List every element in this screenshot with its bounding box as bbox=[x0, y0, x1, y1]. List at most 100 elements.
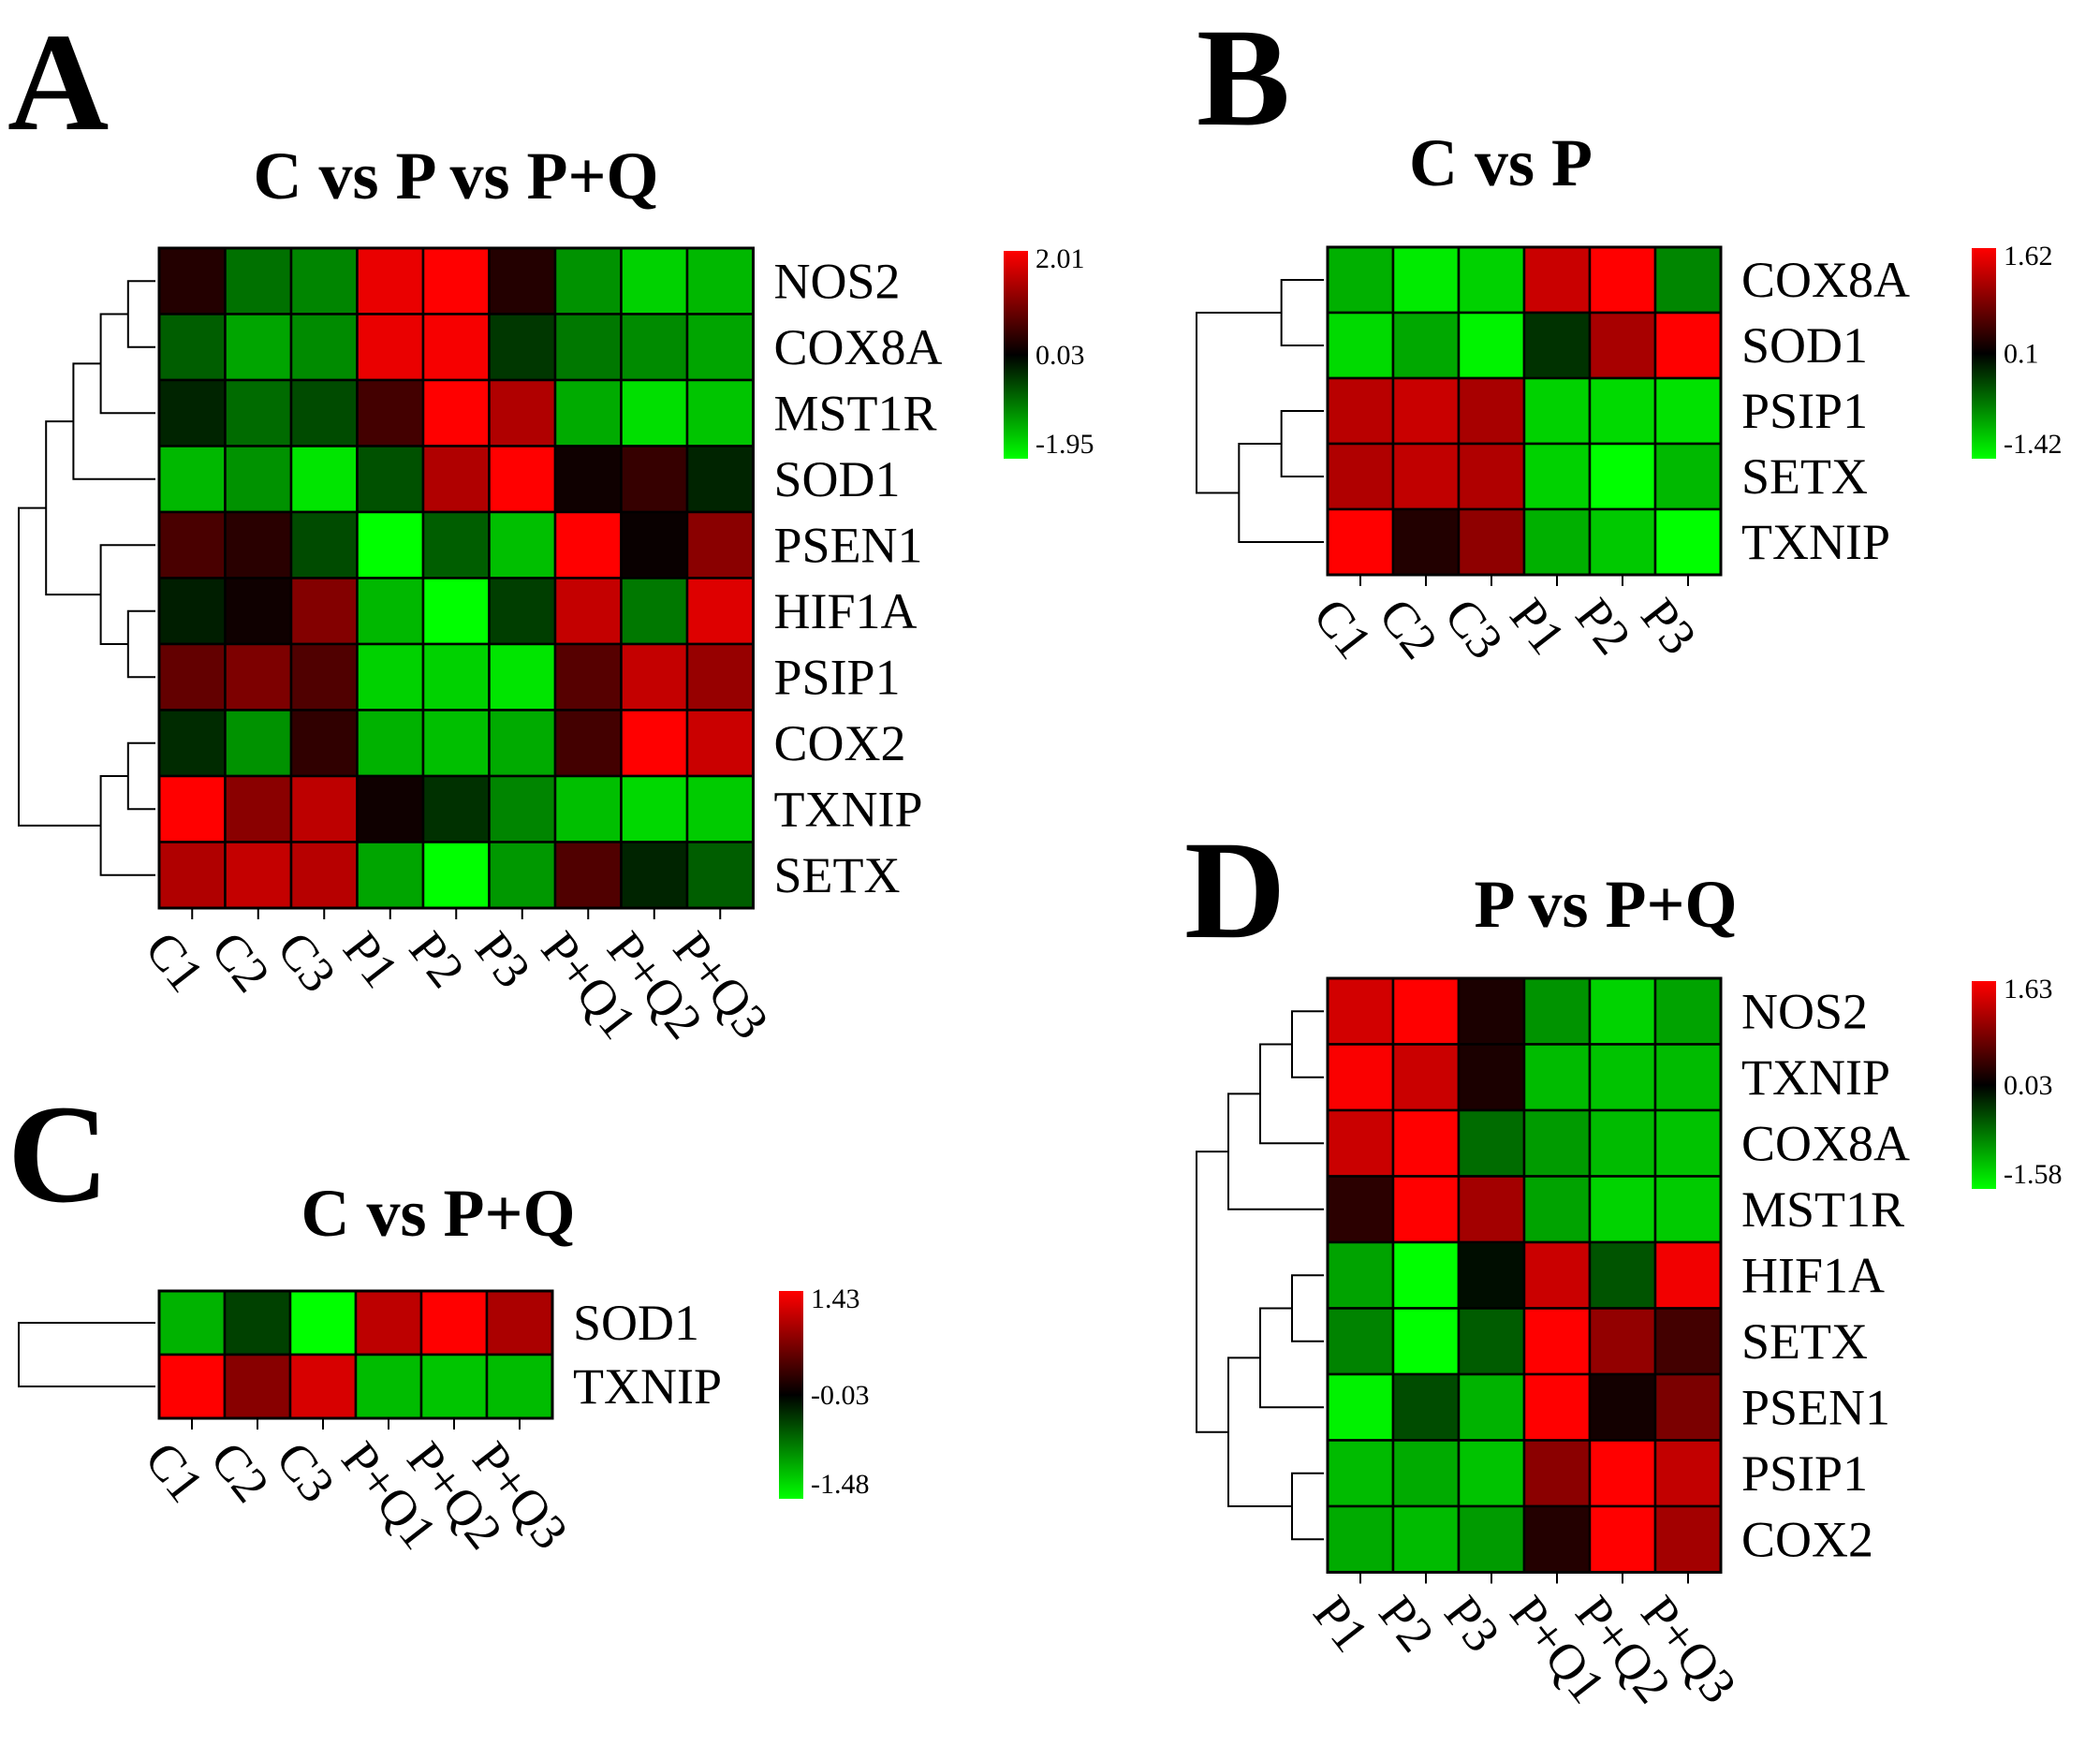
color-scale-label-a-max: 2.01 bbox=[1035, 243, 1085, 274]
heatmap-cell-c-txnip-pplus-q2 bbox=[419, 1353, 489, 1420]
color-scale-label-c-max: 1.43 bbox=[811, 1283, 860, 1314]
heatmap-cell-d-setx-p2 bbox=[1391, 1307, 1461, 1376]
heatmap-cell-a-hif1a-pplus-q2 bbox=[620, 577, 689, 646]
heatmap-cell-a-cox2-pplus-q3 bbox=[685, 709, 755, 778]
heatmap-cell-a-setx-p2 bbox=[421, 841, 491, 910]
heatmap-cell-a-cox8a-c2 bbox=[224, 313, 293, 382]
col-label-b-c3: C3 bbox=[1433, 588, 1514, 669]
heatmap-frame-d bbox=[1326, 976, 1723, 1574]
heatmap-cell-b-psip1-p3 bbox=[1653, 376, 1723, 446]
dendrogram-branch-d-11 bbox=[1227, 1092, 1324, 1210]
dendrogram-branch-a-10 bbox=[126, 280, 155, 348]
row-label-d-setx: SETX bbox=[1741, 1313, 1868, 1370]
row-label-a-mst1r: MST1R bbox=[774, 385, 937, 441]
heatmap-cell-a-psen1-pplus-q2 bbox=[620, 510, 689, 579]
heatmap-cell-d-txnip-p2 bbox=[1391, 1043, 1461, 1112]
heatmap-cell-a-psen1-pplus-q3 bbox=[685, 510, 755, 579]
heatmap-cell-d-mst1r-p1 bbox=[1326, 1175, 1395, 1244]
heatmap-cell-a-txnip-pplus-q3 bbox=[685, 774, 755, 843]
panel-a-title: C vs P vs P+Q bbox=[253, 139, 658, 213]
heatmap-cell-d-psen1-p1 bbox=[1326, 1372, 1395, 1442]
heatmap-cell-d-nos2-pplus-q2 bbox=[1588, 976, 1657, 1046]
heatmap-cell-a-sod1-pplus-q1 bbox=[553, 445, 623, 514]
panel-d-heatmap: NOS2 TXNIP COX8A MST1R HIF1A SETX PSEN1 PSIP1 CO… bbox=[1196, 974, 2063, 1713]
panel-b-title: C vs P bbox=[1409, 125, 1593, 200]
heatmap-cell-d-cox2-p2 bbox=[1391, 1504, 1461, 1574]
color-scale-label-b-mid: 0.1 bbox=[2004, 339, 2039, 370]
col-label-b-p1: P1 bbox=[1499, 588, 1576, 665]
heatmap-cell-a-psip1-p2 bbox=[421, 642, 491, 711]
heatmap-cell-a-hif1a-p1 bbox=[356, 577, 425, 646]
col-label-b-p2: P2 bbox=[1564, 588, 1641, 665]
row-label-a-txnip: TXNIP bbox=[774, 781, 923, 837]
col-label-a-p2: P2 bbox=[399, 921, 476, 998]
heatmap-cell-b-setx-p2 bbox=[1588, 442, 1657, 511]
heatmap-cell-a-mst1r-pplus-q1 bbox=[553, 378, 623, 447]
row-label-d-mst1r: MST1R bbox=[1741, 1181, 1904, 1238]
heatmap-cell-d-cox2-pplus-q1 bbox=[1522, 1504, 1592, 1574]
heatmap-cell-a-cox2-c2 bbox=[224, 709, 293, 778]
heatmap-cell-d-psip1-p2 bbox=[1391, 1439, 1461, 1508]
heatmap-cell-a-cox2-pplus-q2 bbox=[620, 709, 689, 778]
heatmap-cell-a-nos2-c1 bbox=[157, 246, 227, 315]
heatmap-cell-b-txnip-p1 bbox=[1522, 507, 1592, 577]
col-label-a-c2: C2 bbox=[200, 921, 281, 1003]
heatmap-cell-a-mst1r-pplus-q2 bbox=[620, 378, 689, 447]
heatmap-cell-b-sod1-c2 bbox=[1391, 311, 1461, 380]
heatmap-cell-b-txnip-p3 bbox=[1653, 507, 1723, 577]
heatmap-cell-a-nos2-pplus-q2 bbox=[620, 246, 689, 315]
row-label-a-psen1: PSEN1 bbox=[774, 517, 923, 573]
heatmap-cell-c-txnip-c2 bbox=[223, 1353, 292, 1420]
col-label-d-p3: P3 bbox=[1433, 1586, 1510, 1663]
heatmap-cell-b-sod1-p1 bbox=[1522, 311, 1592, 380]
heatmap-cell-a-mst1r-c2 bbox=[224, 378, 293, 447]
heatmap-cell-b-sod1-c1 bbox=[1326, 311, 1395, 380]
heatmap-cell-b-txnip-c1 bbox=[1326, 507, 1395, 577]
panel-d-letter: D bbox=[1184, 813, 1285, 968]
heatmap-cell-a-setx-p3 bbox=[488, 841, 557, 910]
heatmap-cell-d-nos2-p2 bbox=[1391, 976, 1461, 1046]
heatmap-cell-b-cox8a-c1 bbox=[1326, 245, 1395, 315]
row-label-b-setx: SETX bbox=[1741, 448, 1868, 505]
heatmap-cell-a-txnip-p2 bbox=[421, 774, 491, 843]
heatmap-cell-b-psip1-p1 bbox=[1522, 376, 1592, 446]
panel-c-heatmap: SOD1TXNIPC1C2C3P+Q1P+Q2P+Q31.43-0.03-1.4… bbox=[18, 1283, 870, 1560]
panel-b: B C vs P COX8A SOD1 PSIP1 SETX TXNIP C1C2C3P1… bbox=[1196, 0, 2063, 669]
heatmap-cell-a-hif1a-c2 bbox=[224, 577, 293, 646]
heatmap-cell-d-psen1-pplus-q1 bbox=[1522, 1372, 1592, 1442]
heatmap-cell-a-nos2-c2 bbox=[224, 246, 293, 315]
heatmap-cell-d-mst1r-p2 bbox=[1391, 1175, 1461, 1244]
heatmap-cell-d-psen1-pplus-q3 bbox=[1653, 1372, 1723, 1442]
row-label-b-cox8a: COX8A bbox=[1741, 252, 1910, 308]
row-label-b-sod1: SOD1 bbox=[1741, 317, 1868, 374]
heatmap-cell-d-cox2-pplus-q2 bbox=[1588, 1504, 1657, 1574]
heatmap-cell-a-nos2-pplus-q1 bbox=[553, 246, 623, 315]
heatmap-cell-d-cox8a-p2 bbox=[1391, 1108, 1461, 1178]
heatmap-cell-d-psip1-pplus-q3 bbox=[1653, 1439, 1723, 1508]
dendrogram-branch-a-12 bbox=[72, 362, 155, 480]
heatmap-cell-a-cox2-p1 bbox=[356, 709, 425, 778]
heatmap-cell-b-cox8a-p3 bbox=[1653, 245, 1723, 315]
heatmap-cell-a-hif1a-c3 bbox=[289, 577, 359, 646]
heatmap-frame-b bbox=[1326, 245, 1723, 577]
heatmap-cell-d-mst1r-pplus-q2 bbox=[1588, 1175, 1657, 1244]
heatmap-cell-b-setx-p3 bbox=[1653, 442, 1723, 511]
heatmap-cell-d-hif1a-p1 bbox=[1326, 1240, 1395, 1310]
heatmap-cell-a-txnip-p1 bbox=[356, 774, 425, 843]
heatmap-cell-a-sod1-c3 bbox=[289, 445, 359, 514]
panel-d-title: P vs P+Q bbox=[1474, 867, 1737, 942]
color-scale-label-b-min: -1.42 bbox=[2004, 429, 2063, 460]
heatmap-cell-d-psen1-pplus-q2 bbox=[1588, 1372, 1657, 1442]
panel-d: D P vs P+Q NOS2 TXNIP COX8A MST1R HIF1A SETX P… bbox=[1184, 813, 2063, 1713]
heatmap-cell-c-sod1-c2 bbox=[223, 1289, 292, 1356]
heatmap-cell-a-hif1a-p2 bbox=[421, 577, 491, 646]
heatmap-cell-b-txnip-c3 bbox=[1457, 507, 1526, 577]
heatmap-cell-a-mst1r-c1 bbox=[157, 378, 227, 447]
heatmap-cell-c-sod1-pplus-q3 bbox=[485, 1289, 554, 1356]
heatmap-cell-a-psen1-p3 bbox=[488, 510, 557, 579]
color-scale-bar-c bbox=[779, 1291, 803, 1499]
panel-c-letter: C bbox=[7, 1077, 109, 1232]
heatmap-cell-c-txnip-pplus-q3 bbox=[485, 1353, 554, 1420]
row-label-d-psip1: PSIP1 bbox=[1741, 1445, 1868, 1502]
